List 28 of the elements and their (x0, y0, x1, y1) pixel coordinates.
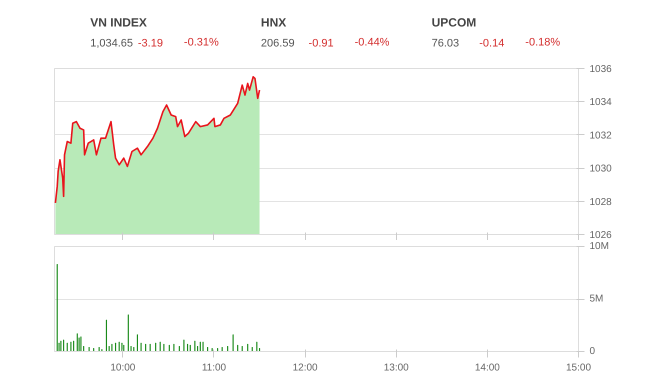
x-tick-label: 11:00 (202, 362, 227, 374)
x-tick-label: 12:00 (292, 362, 318, 374)
line-series (54, 76, 260, 204)
text: 206.59 (260, 38, 295, 50)
y-tick-label: 1036 (590, 64, 612, 75)
x-tick-label: 13:00 (384, 362, 410, 374)
y-tick-label: 1028 (590, 196, 612, 208)
x-tick-label: 14:00 (474, 362, 500, 374)
y-tick-label: 5M (590, 294, 604, 304)
category-label: UPCOM (432, 16, 476, 30)
y-tick-label: 1026 (590, 230, 612, 241)
text: 76.03 (432, 38, 460, 50)
y-tick-label: 1032 (590, 130, 612, 142)
text: -0.14 (479, 38, 504, 50)
category-label: HNX (260, 16, 286, 30)
category-label: VN INDEX (90, 16, 147, 30)
text: 1,034.65 (90, 38, 134, 50)
text: -0.44% (354, 36, 390, 48)
y-tick-label: 0 (590, 346, 596, 357)
text: -0.91 (308, 38, 334, 50)
text: -0.31% (184, 36, 219, 48)
x-tick-label: 15:00 (566, 362, 592, 374)
text: -3.19 (138, 38, 163, 50)
y-tick-label: 10M (590, 241, 609, 252)
x-tick-label: 10:00 (110, 362, 136, 374)
y-tick-label: 1034 (590, 97, 612, 108)
text: -0.18% (525, 36, 560, 48)
y-tick-label: 1030 (590, 164, 612, 175)
